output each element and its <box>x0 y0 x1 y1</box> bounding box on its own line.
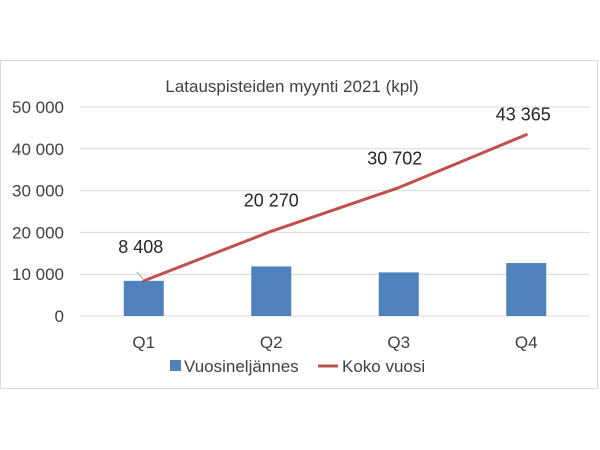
chart-frame <box>0 60 598 389</box>
data-label: 30 702 <box>367 149 422 169</box>
x-tick-label: Q2 <box>260 333 283 352</box>
line-path <box>142 133 528 283</box>
line-series <box>142 133 528 283</box>
bar <box>378 272 419 316</box>
y-tick-label: 0 <box>55 307 64 326</box>
x-axis: Q1 Q2 Q3 Q4 <box>132 333 537 352</box>
leader-line <box>136 271 144 280</box>
legend-label: Koko vuosi <box>342 357 425 376</box>
y-tick-label: 20 000 <box>12 223 64 242</box>
legend-swatch-bar <box>170 360 181 371</box>
y-tick-label: 50 000 <box>12 98 64 117</box>
x-tick-label: Q4 <box>515 333 538 352</box>
chart-title: Latauspisteiden myynti 2021 (kpl) <box>165 77 418 96</box>
data-label: 8 408 <box>118 237 163 257</box>
y-tick-label: 30 000 <box>12 182 64 201</box>
data-labels: 8 408 20 270 30 702 43 365 <box>118 105 551 280</box>
data-label: 43 365 <box>496 105 551 125</box>
bar-series <box>123 263 547 316</box>
bar <box>123 280 164 316</box>
bar <box>506 263 547 316</box>
data-label: 20 270 <box>244 190 299 210</box>
legend: Vuosineljännes Koko vuosi <box>170 357 425 376</box>
legend-label: Vuosineljännes <box>184 357 299 376</box>
x-tick-label: Q1 <box>132 333 155 352</box>
y-axis: 0 10 000 20 000 30 000 40 000 50 000 <box>12 98 64 326</box>
x-tick-label: Q3 <box>387 333 410 352</box>
y-tick-label: 40 000 <box>12 140 64 159</box>
y-tick-label: 10 000 <box>12 265 64 284</box>
bar <box>251 266 292 316</box>
